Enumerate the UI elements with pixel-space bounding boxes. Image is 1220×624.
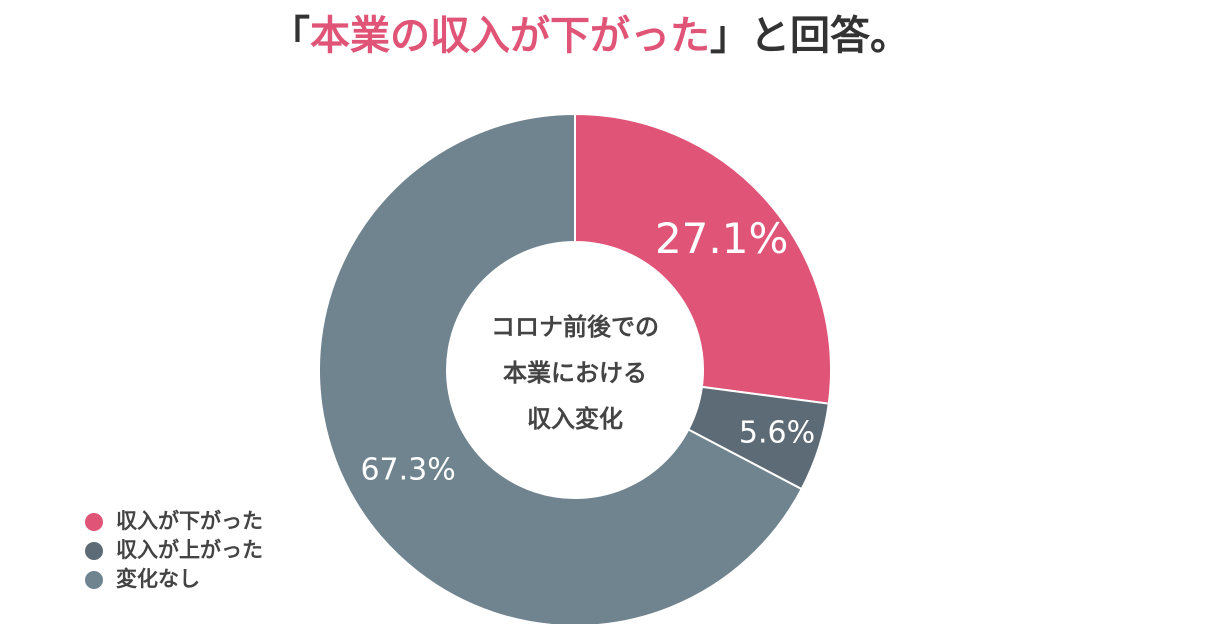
value-label: 5.6% — [739, 416, 815, 451]
value-label: 27.1% — [655, 214, 788, 263]
chart-title: 「本業の収入が下がった」と回答。 — [270, 13, 910, 59]
title-highlight: 本業の収入が下がった — [310, 13, 710, 59]
legend-label: 収入が下がった — [116, 509, 263, 533]
donut-segment — [574, 112, 832, 405]
legend-label: 変化なし — [116, 567, 200, 591]
donut-segment — [318, 112, 803, 624]
center-line: コロナ前後での — [491, 313, 659, 341]
legend-marker — [85, 542, 103, 560]
value-label: 67.3% — [360, 452, 455, 487]
title-part: 」と回答。 — [710, 13, 910, 59]
legend-label: 収入が上がった — [116, 538, 263, 562]
center-line: 本業における — [503, 359, 647, 387]
center-label: コロナ前後での 本業における 収入変化 — [491, 313, 659, 433]
title-part: 「 — [270, 13, 310, 59]
center-line: 収入変化 — [527, 405, 623, 433]
legend-marker — [85, 571, 103, 589]
legend-marker — [85, 513, 103, 531]
